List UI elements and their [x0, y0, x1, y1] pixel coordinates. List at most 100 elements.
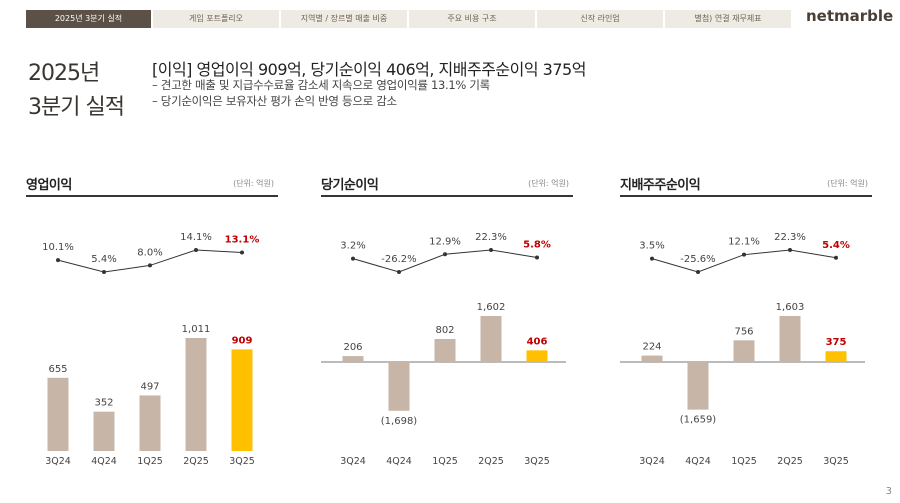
bar-value-label: 1,603 — [776, 302, 805, 313]
margin-point — [489, 248, 493, 252]
chart-bar — [139, 395, 161, 451]
tab-q3-results[interactable]: 2025년 3분기 실적 — [26, 10, 153, 28]
bar-value-label: 756 — [734, 326, 753, 337]
chart-bar — [825, 351, 847, 362]
chart-title-rule — [26, 195, 278, 197]
tab-new-lineup[interactable]: 신작 라인업 — [537, 10, 665, 28]
margin-point — [240, 250, 244, 255]
controlling-net-income-chart: 224 3Q24 (1,659) 4Q24 756 1Q25 1,603 2Q25 375 3Q2… — [620, 232, 865, 467]
chart-title: 지배주주순이익 — [620, 178, 701, 193]
bar-value-label: 206 — [343, 342, 362, 353]
margin-value-label: 5.8% — [523, 239, 551, 250]
chart-bar — [93, 411, 115, 451]
netmarble-logo: netmarble — [806, 7, 894, 25]
margin-value-label: 22.3% — [475, 232, 507, 243]
category-tick-label: 3Q25 — [524, 456, 550, 467]
category-tick-label: 1Q25 — [731, 456, 757, 467]
margin-point — [788, 248, 792, 252]
chart-bar — [231, 349, 253, 451]
margin-value-label: 12.9% — [429, 236, 461, 247]
chart-bar — [480, 316, 502, 362]
operating-profit-chart: 655 3Q24 352 4Q24 497 1Q25 1,011 2Q25 909 3Q25 10.… — [42, 232, 260, 467]
category-tick-label: 4Q24 — [685, 456, 711, 467]
margin-value-label: 10.1% — [42, 242, 74, 253]
category-tick-label: 3Q24 — [45, 456, 71, 467]
category-tick-label: 3Q25 — [229, 456, 255, 467]
margin-point — [443, 252, 447, 257]
tab-game-portfolio[interactable]: 게임 포트폴리오 — [153, 10, 281, 28]
chart-panel-net-income: 당기순이익 (단위: 억원) 206 3Q24 (1,698) 4Q24 802 1Q25… — [321, 170, 573, 470]
margin-value-label: 3.5% — [639, 241, 664, 252]
chart-title-rule — [321, 195, 573, 197]
chart-title: 당기순이익 — [321, 178, 379, 193]
category-tick-label: 2Q25 — [777, 456, 803, 467]
chart-unit: (단위: 억원) — [528, 179, 569, 188]
chart-bar — [434, 338, 456, 362]
margin-value-label: 12.1% — [728, 237, 760, 248]
bar-value-label: 1,602 — [477, 302, 506, 313]
chart-bar — [526, 350, 548, 362]
category-tick-label: 1Q25 — [432, 456, 458, 467]
category-tick-label: 2Q25 — [183, 456, 209, 467]
chart-bar — [388, 362, 410, 411]
chart-bar — [733, 340, 755, 362]
headline: [이익] 영업이익 909억, 당기순이익 406억, 지배주주순이익 375억 — [152, 60, 586, 79]
bar-value-label: 655 — [48, 364, 67, 375]
margin-point — [102, 270, 106, 274]
chart-unit: (단위: 억원) — [233, 179, 274, 188]
page-title-line1: 2025년 — [28, 61, 100, 86]
bullet-1: – 견고한 매출 및 지급수수료율 감소세 지속으로 영업이익률 13.1% 기… — [152, 78, 490, 92]
bar-value-label: 909 — [232, 335, 253, 346]
category-tick-label: 4Q24 — [91, 456, 117, 467]
chart-unit: (단위: 억원) — [827, 179, 868, 188]
margin-point — [397, 270, 401, 274]
chart-panel-operating-profit: 영업이익 (단위: 억원) 655 3Q24 352 4Q24 497 1Q25 1,011… — [26, 170, 278, 470]
category-tick-label: 3Q24 — [340, 456, 366, 467]
margin-point — [535, 255, 539, 260]
chart-bar — [687, 362, 709, 410]
bar-value-label: 497 — [140, 381, 159, 392]
margin-point — [148, 263, 152, 268]
margin-value-label: 5.4% — [91, 254, 116, 265]
chart-panel-controlling-net-income: 지배주주순이익 (단위: 억원) 224 3Q24 (1,659) 4Q24 756 1Q… — [620, 170, 872, 470]
category-tick-label: 2Q25 — [478, 456, 504, 467]
bar-value-label: 352 — [94, 398, 113, 409]
chart-bar — [185, 338, 207, 451]
category-tick-label: 1Q25 — [137, 456, 163, 467]
category-tick-label: 3Q24 — [639, 456, 665, 467]
tab-cost-structure[interactable]: 주요 비용 구조 — [409, 10, 537, 28]
margin-value-label: -25.6% — [680, 254, 715, 265]
margin-point — [194, 248, 198, 252]
margin-point — [834, 255, 838, 260]
chart-bar — [342, 356, 364, 362]
section-tabs: 2025년 3분기 실적 게임 포트폴리오 지역별 / 장르별 매출 비중 주요… — [26, 10, 793, 28]
page-title: 2025년 3분기 실적 — [28, 57, 125, 125]
margin-value-label: 14.1% — [180, 232, 212, 243]
margin-value-label: 8.0% — [137, 247, 162, 258]
bar-value-label: 1,011 — [182, 324, 211, 335]
net-income-chart: 206 3Q24 (1,698) 4Q24 802 1Q25 1,602 2Q25 406 3Q2… — [321, 232, 566, 467]
chart-title: 영업이익 — [26, 178, 72, 193]
margin-value-label: 3.2% — [340, 241, 365, 252]
margin-value-label: 5.4% — [822, 240, 850, 251]
bar-value-label: 802 — [435, 325, 454, 336]
bar-value-label: (1,659) — [680, 415, 717, 426]
bar-value-label: (1,698) — [381, 416, 418, 427]
category-tick-label: 4Q24 — [386, 456, 412, 467]
margin-point — [742, 252, 746, 257]
bar-value-label: 406 — [527, 336, 548, 347]
page-number: 3 — [885, 486, 892, 497]
margin-point — [56, 258, 60, 263]
chart-bar — [47, 377, 69, 451]
bar-value-label: 224 — [642, 342, 661, 353]
tab-financial-statements[interactable]: 별첨) 연결 재무제표 — [665, 10, 793, 28]
margin-point — [650, 256, 654, 261]
chart-title-rule — [620, 195, 872, 197]
margin-point — [696, 270, 700, 274]
margin-value-label: 22.3% — [774, 232, 806, 243]
margin-point — [351, 256, 355, 261]
chart-bar — [641, 355, 663, 362]
margin-value-label: -26.2% — [381, 254, 416, 265]
margin-value-label: 13.1% — [225, 235, 260, 246]
tab-region-genre-sales[interactable]: 지역별 / 장르별 매출 비중 — [281, 10, 409, 28]
